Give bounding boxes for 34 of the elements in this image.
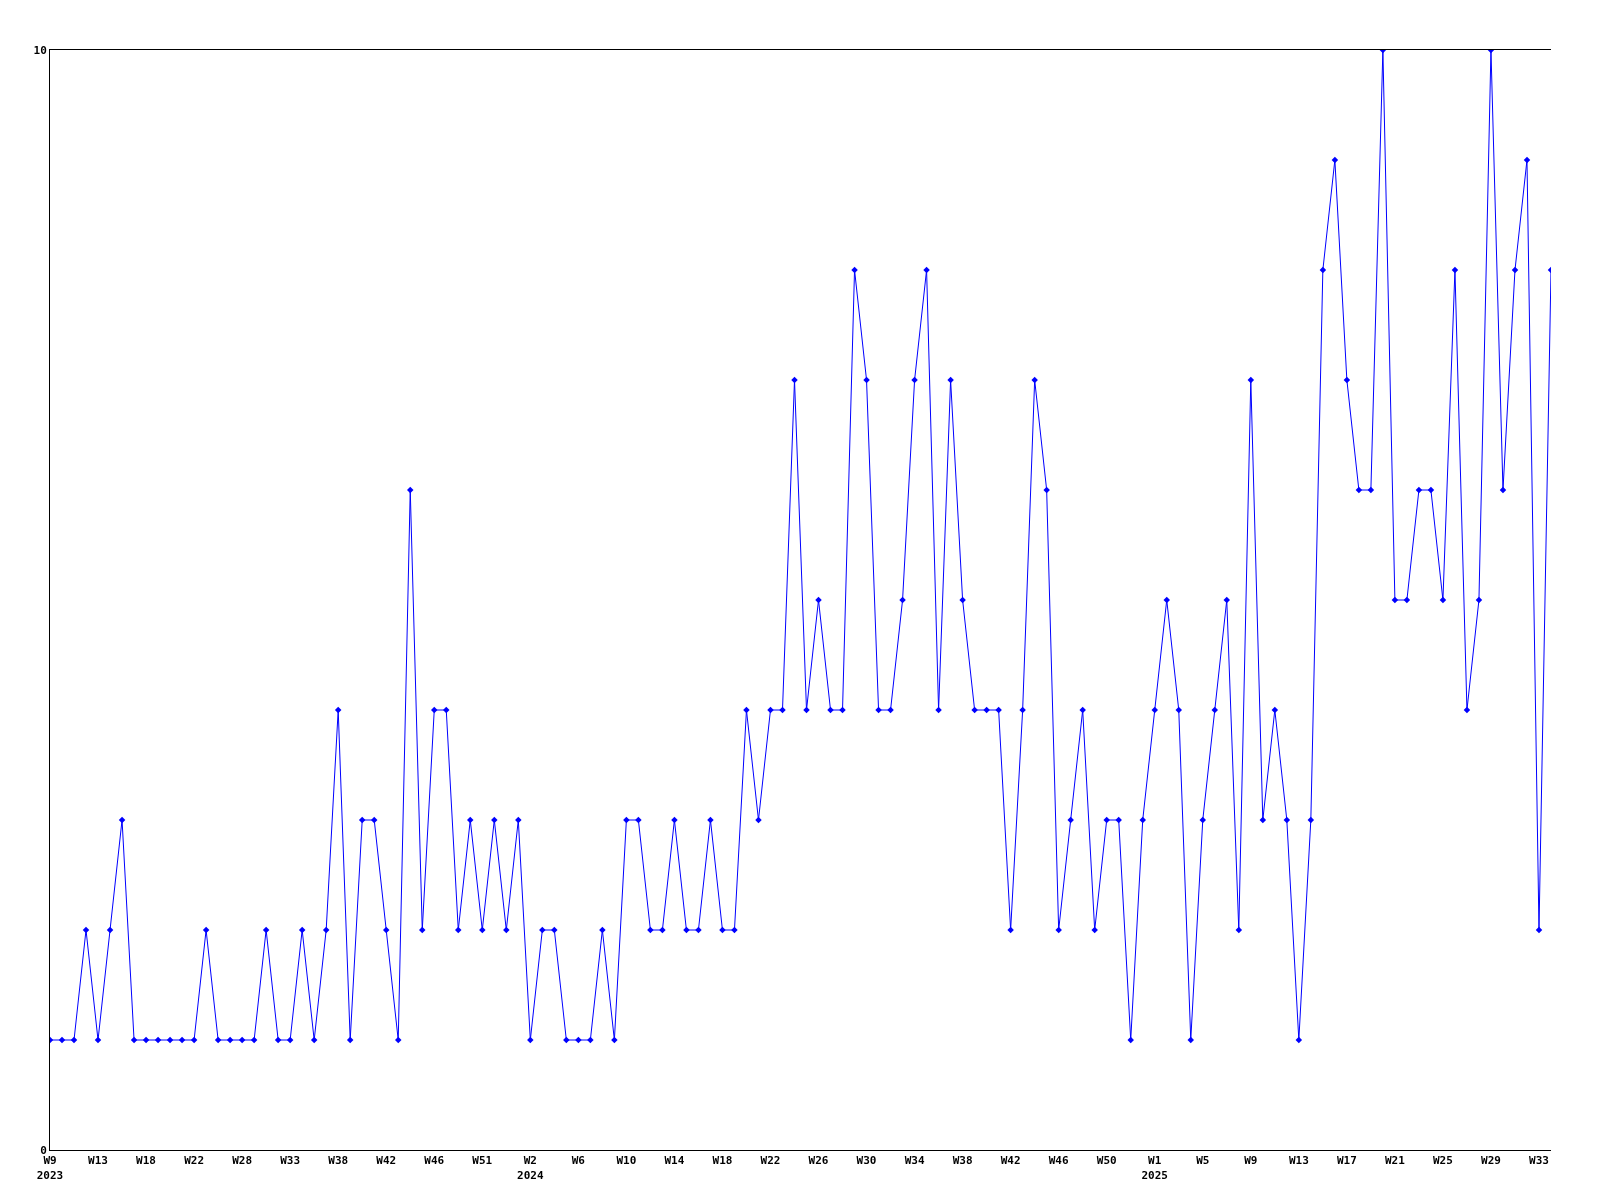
x-tick-label: W33 bbox=[1529, 1154, 1549, 1168]
x-tick-label: W29 bbox=[1481, 1154, 1501, 1168]
x-tick-label: W30 bbox=[856, 1154, 877, 1168]
x-tick-label: W33 bbox=[280, 1154, 301, 1168]
x-tick-label: W10 bbox=[616, 1154, 637, 1168]
x-tick-label: W13 bbox=[1288, 1154, 1309, 1168]
x-tick-label: W38 bbox=[952, 1154, 973, 1168]
x-tick-label: W22 bbox=[184, 1154, 205, 1168]
x-tick-label: W26 bbox=[808, 1154, 829, 1168]
x-tick-label: W18 bbox=[712, 1154, 733, 1168]
x-tick-label: W18 bbox=[136, 1154, 156, 1168]
x-tick-label: W25 bbox=[1432, 1154, 1453, 1168]
x-tick-label: W46 bbox=[424, 1154, 445, 1168]
x-tick-label: W2 2024 bbox=[517, 1154, 544, 1182]
x-tick-label: W17 bbox=[1336, 1154, 1357, 1168]
x-tick-label: W42 bbox=[1000, 1154, 1021, 1168]
x-tick-label: W14 bbox=[664, 1154, 685, 1168]
x-tick-label: W51 bbox=[472, 1154, 493, 1168]
x-tick-label: W5 bbox=[1196, 1154, 1210, 1168]
y-tick-label: 0 bbox=[40, 1143, 47, 1157]
x-tick-label: W50 bbox=[1096, 1154, 1117, 1168]
x-tick-label: W1 2025 bbox=[1141, 1154, 1168, 1182]
x-tick-label: W38 bbox=[328, 1154, 349, 1168]
x-tick-label: W21 bbox=[1384, 1154, 1406, 1168]
x-tick-label: W13 bbox=[88, 1154, 108, 1168]
x-tick-label: W9 bbox=[1244, 1154, 1258, 1168]
x-tick-label: W22 bbox=[760, 1154, 781, 1168]
x-tick-label: W34 bbox=[904, 1154, 925, 1168]
x-tick-label: W46 bbox=[1048, 1154, 1069, 1168]
x-tick-label: W28 bbox=[232, 1154, 253, 1168]
x-tick-label: W42 bbox=[376, 1154, 397, 1168]
x-tick-label: W9 2023 bbox=[36, 1154, 64, 1182]
y-tick-label: 10 bbox=[33, 43, 47, 57]
x-tick-label: W6 bbox=[571, 1154, 586, 1168]
